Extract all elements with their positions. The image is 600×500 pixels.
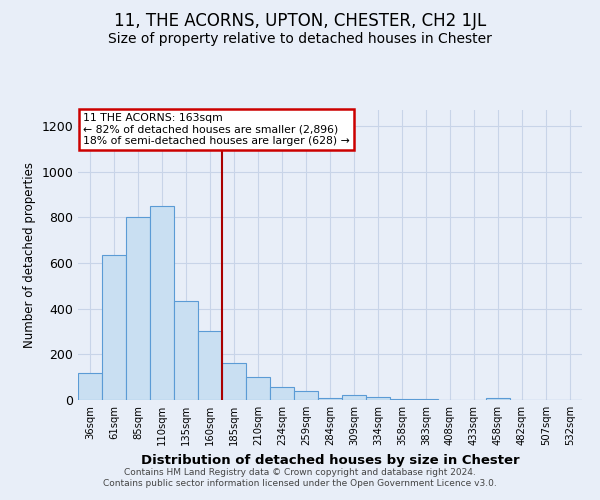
Text: 11, THE ACORNS, UPTON, CHESTER, CH2 1JL: 11, THE ACORNS, UPTON, CHESTER, CH2 1JL xyxy=(114,12,486,30)
Text: 11 THE ACORNS: 163sqm
← 82% of detached houses are smaller (2,896)
18% of semi-d: 11 THE ACORNS: 163sqm ← 82% of detached … xyxy=(83,113,350,146)
Text: Contains HM Land Registry data © Crown copyright and database right 2024.
Contai: Contains HM Land Registry data © Crown c… xyxy=(103,468,497,487)
Text: Size of property relative to detached houses in Chester: Size of property relative to detached ho… xyxy=(108,32,492,46)
Bar xyxy=(102,255,126,400)
Bar xyxy=(198,332,222,400)
Bar xyxy=(174,300,198,400)
Bar xyxy=(294,391,318,400)
Bar xyxy=(486,398,510,400)
Bar xyxy=(78,372,102,400)
Bar xyxy=(414,399,438,400)
Bar xyxy=(390,399,414,400)
Bar xyxy=(126,218,150,400)
Y-axis label: Number of detached properties: Number of detached properties xyxy=(23,162,36,348)
Bar xyxy=(270,388,294,400)
Bar xyxy=(246,377,270,400)
X-axis label: Distribution of detached houses by size in Chester: Distribution of detached houses by size … xyxy=(140,454,520,466)
Bar xyxy=(150,206,174,400)
Bar xyxy=(222,364,246,400)
Bar xyxy=(318,398,342,400)
Bar xyxy=(342,396,366,400)
Bar xyxy=(366,396,390,400)
